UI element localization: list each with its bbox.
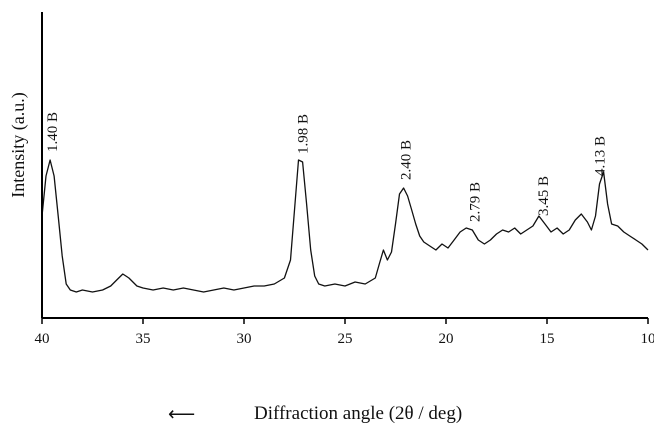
peak-annotation: 2.40 B — [399, 140, 415, 180]
peak-annotation: 4.13 B — [593, 136, 609, 176]
peak-annotation: 3.45 B — [536, 176, 552, 216]
peak-annotation: 2.79 B — [467, 182, 483, 222]
series-line — [41, 159, 649, 293]
peak-annotation: 1.98 B — [296, 114, 312, 154]
x-tick-label: 35 — [136, 331, 151, 347]
plot-area — [41, 159, 649, 293]
x-tick-label: 20 — [439, 331, 454, 347]
peak-annotation: 1.40 B — [45, 112, 61, 152]
x-tick-label: 30 — [237, 331, 252, 347]
x-tick-label: 10 — [641, 331, 654, 347]
x-tick-label: 15 — [540, 331, 555, 347]
x-ticks: 40 35 30 25 20 15 10 — [35, 318, 654, 347]
x-tick-label: 40 — [35, 331, 50, 347]
x-tick-label: 25 — [338, 331, 353, 347]
peak-annotations: 1.40 B 1.98 B 2.40 B 2.79 B 3.45 B 4.13 B — [45, 112, 608, 222]
x-axis-arrow: ⟵ — [168, 404, 195, 425]
x-axis-label: Diffraction angle (2θ / deg) — [254, 403, 462, 424]
y-axis-label: Intensity (a.u.) — [8, 92, 29, 197]
